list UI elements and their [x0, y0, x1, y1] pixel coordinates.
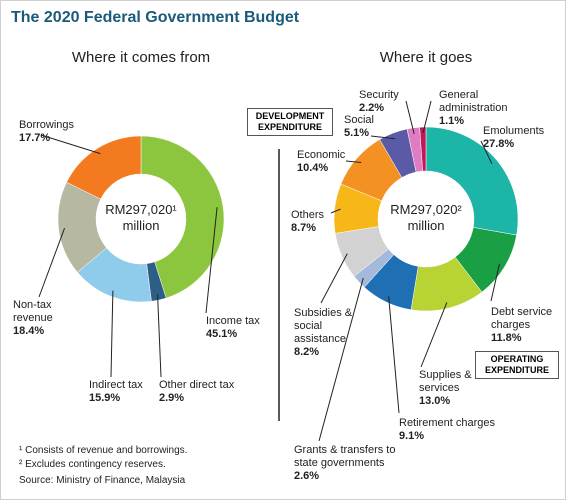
center-text: RM297,020² million: [376, 202, 476, 234]
value-label: 15.9%: [89, 392, 121, 404]
value-label: 18.4%: [13, 325, 45, 337]
value-label: 8.2%: [294, 346, 320, 358]
value-label: 2.6%: [294, 470, 320, 482]
category-label: Debt service charges: [491, 306, 553, 331]
value-label: 9.1%: [399, 430, 425, 442]
category-label: General administration: [439, 89, 508, 114]
slice-label: Other direct tax 2.9%: [159, 379, 234, 405]
leader-line: [330, 208, 341, 214]
value-label: 11.8%: [491, 332, 522, 344]
annotation: OPERATING EXPENDITURE: [475, 351, 559, 379]
leader-line: [370, 135, 396, 140]
slice-label: Retirement charges 9.1%: [399, 417, 495, 443]
value-label: 8.7%: [291, 222, 317, 234]
slice-label: Indirect tax 15.9%: [89, 379, 143, 405]
source: Source: Ministry of Finance, Malaysia: [19, 475, 186, 486]
category-label: Retirement charges: [399, 417, 495, 429]
category-label: Subsidies & social assistance: [294, 307, 353, 345]
category-label: Borrowings: [19, 119, 75, 131]
title: The 2020 Federal Government Budget: [11, 9, 300, 26]
center-label: RM297,020²: [390, 202, 462, 217]
leader-line: [422, 100, 432, 134]
footnote: ² Excludes contingency reserves.: [19, 459, 166, 470]
slice-label: Social 5.1%: [344, 114, 374, 140]
leader-line: [318, 277, 364, 442]
annotation: DEVELOPMENT EXPENDITURE: [247, 108, 333, 136]
category-label: Other direct tax: [159, 379, 235, 391]
slice-label: Security 2.2%: [359, 89, 399, 115]
value-label: 13.0%: [419, 395, 451, 407]
center-text: RM297,020¹ million: [91, 202, 191, 234]
leader-line: [405, 100, 415, 134]
center-unit: million: [122, 218, 160, 233]
leader-line: [490, 263, 500, 302]
leader-line: [110, 290, 114, 378]
leader-line: [420, 302, 448, 368]
donut-slice: [66, 135, 142, 200]
category-label: Indirect tax: [89, 379, 143, 391]
value-label: 45.1%: [206, 328, 238, 340]
slice-label: Income tax 45.1%: [206, 315, 260, 341]
leader-line: [320, 253, 348, 304]
leader-line: [157, 294, 162, 378]
category-label: Non-tax revenue: [13, 299, 53, 324]
slice-label: Supplies & services 13.0%: [419, 369, 481, 408]
slice-label: Non-tax revenue 18.4%: [13, 299, 68, 338]
category-label: Emoluments: [483, 125, 545, 137]
value-label: 10.4%: [297, 162, 329, 174]
slice-label: Borrowings 17.7%: [19, 119, 74, 145]
value-label: 2.2%: [359, 102, 385, 114]
category-label: Supplies & services: [419, 369, 472, 394]
slice-label: Economic 10.4%: [297, 149, 345, 175]
footnote: ¹ Consists of revenue and borrowings.: [19, 445, 188, 456]
value-label: 2.9%: [159, 392, 185, 404]
donut-slice: [140, 135, 225, 299]
leader-line: [205, 207, 218, 314]
leader-line: [388, 296, 400, 414]
slice-label: Grants & transfers to state governments 2…: [294, 444, 414, 483]
chart-subtitle: Where it goes: [379, 49, 473, 66]
category-label: Social: [344, 114, 374, 126]
center-unit: million: [407, 218, 445, 233]
chart-subtitle: Where it comes from: [71, 49, 211, 66]
value-label: 17.7%: [19, 132, 51, 144]
donut-slice: [425, 126, 519, 236]
leader-line: [40, 134, 101, 155]
donut-slice: [419, 126, 427, 172]
slice-label: Others 8.7%: [291, 209, 324, 235]
category-label: Others: [291, 209, 325, 221]
leader-line: [480, 140, 493, 164]
category-label: Economic: [297, 149, 346, 161]
value-label: 27.8%: [483, 138, 515, 150]
category-label: Grants & transfers to state governments: [294, 444, 396, 469]
category-label: Security: [359, 89, 399, 101]
value-label: 1.1%: [439, 115, 465, 127]
center-label: RM297,020¹: [105, 202, 177, 217]
slice-label: Debt service charges 11.8%: [491, 306, 563, 345]
slice-label: Subsidies & social assistance 8.2%: [294, 307, 369, 359]
leader-line: [38, 227, 66, 298]
value-label: 5.1%: [344, 127, 370, 139]
leader-line: [345, 160, 362, 164]
category-label: Income tax: [206, 315, 260, 327]
slice-label: Emoluments 27.8%: [483, 125, 544, 151]
slice-label: General administration 1.1%: [439, 89, 529, 128]
